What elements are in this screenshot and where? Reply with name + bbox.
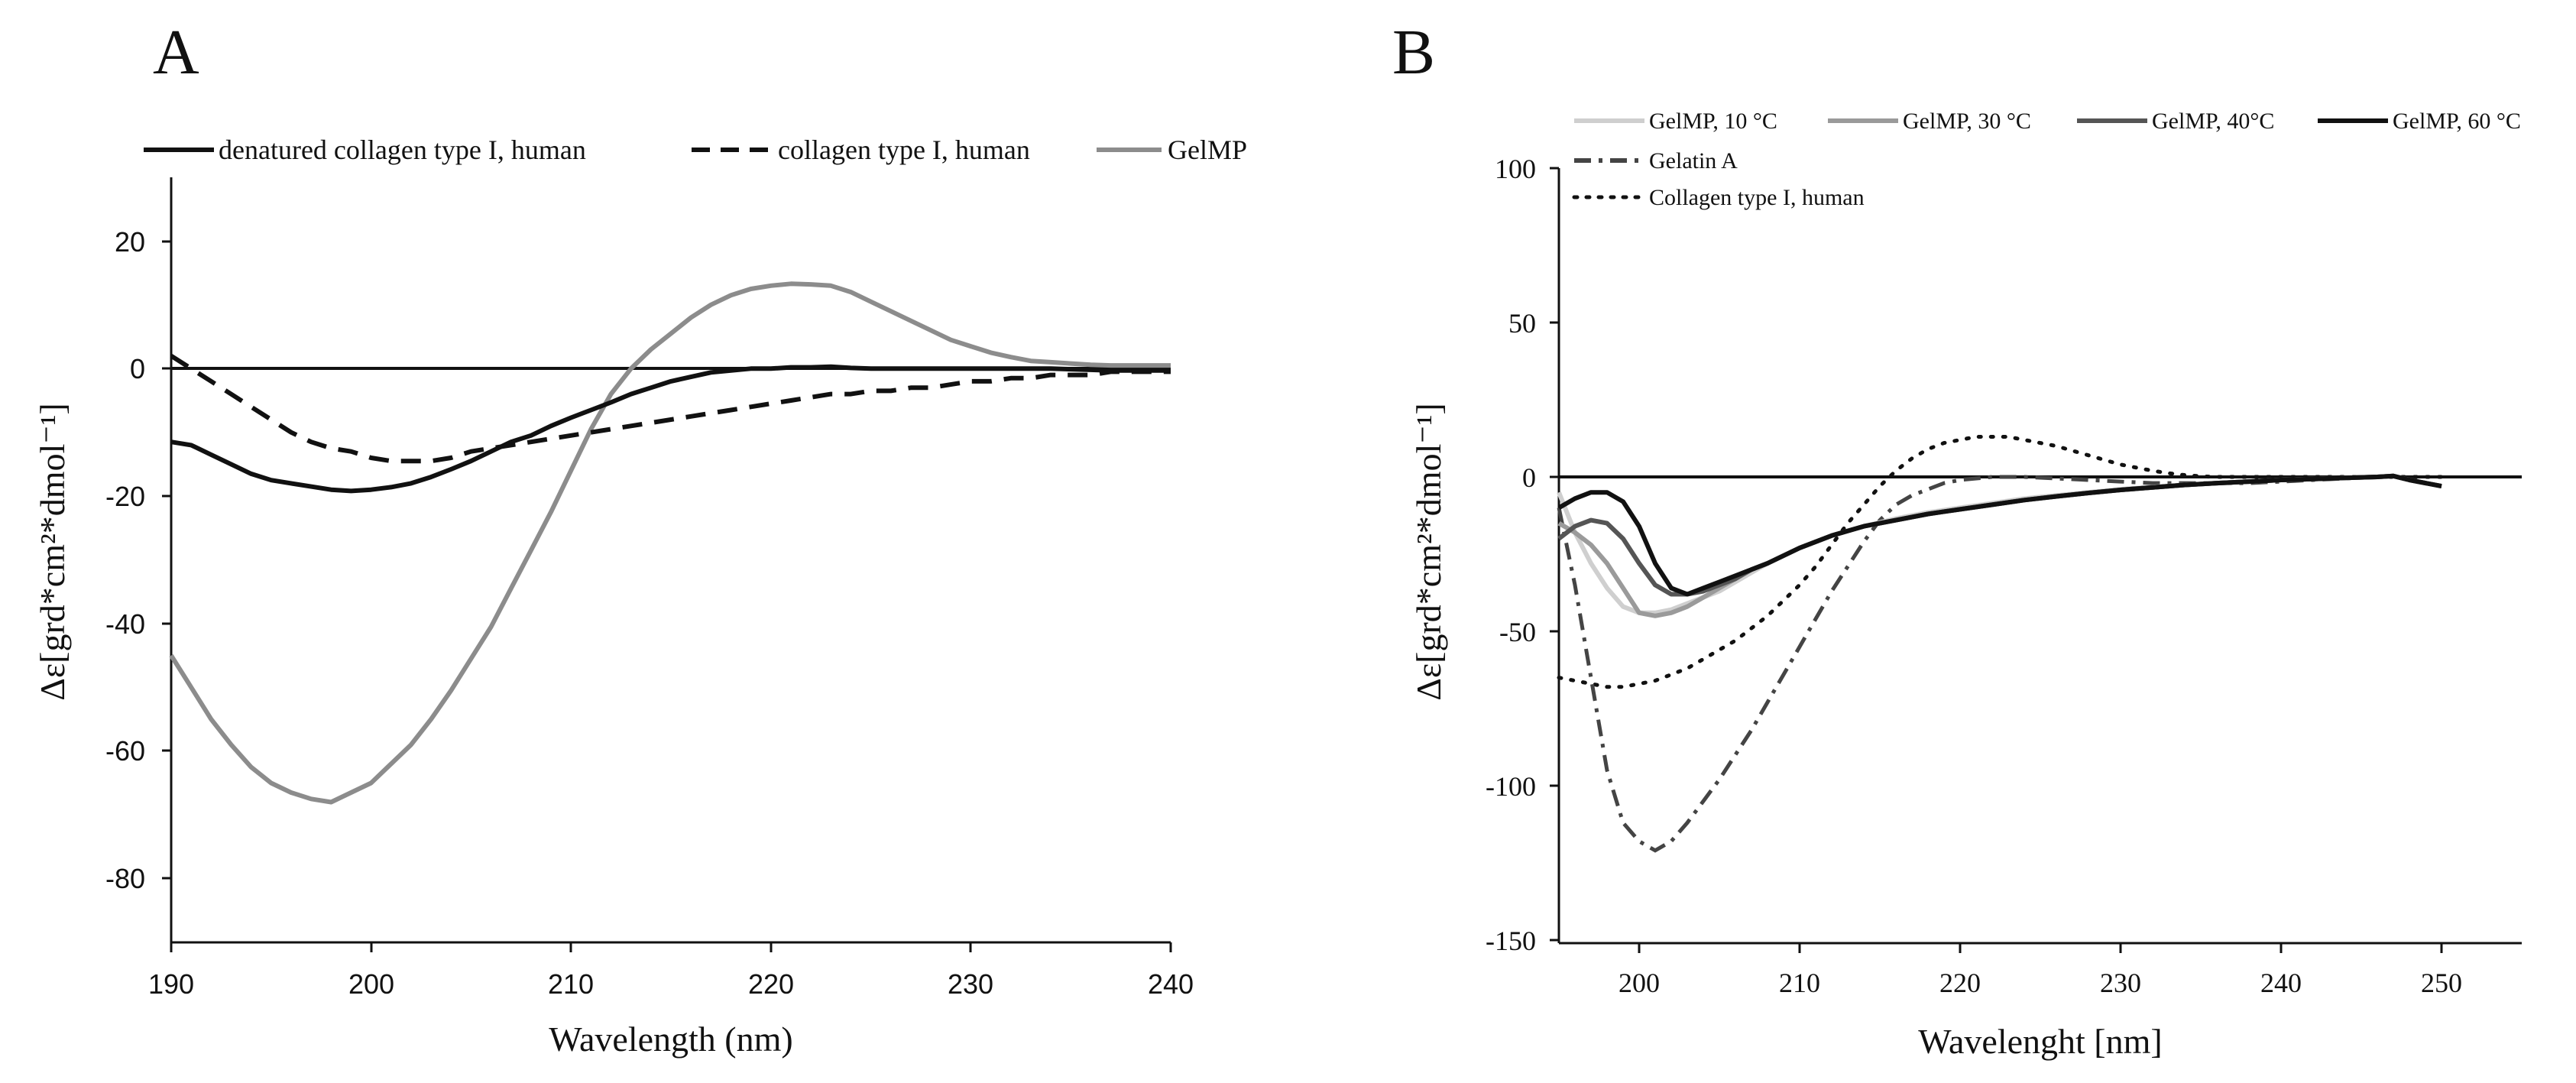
y-tick-label-b-m100: -100: [1486, 771, 1536, 802]
x-tick-label-a-200: 200: [348, 968, 394, 1000]
y-tick-label-a-m40: -40: [105, 608, 145, 640]
panel-b-legend: GelMP, 10 °C GelMP, 30 °C GelMP, 40°C Ge…: [1572, 109, 2521, 210]
y-tick-label-b-50: 50: [1508, 308, 1536, 339]
legend-label-gelmp: GelMP: [1168, 135, 1247, 165]
x-tick-label-a-220: 220: [748, 968, 794, 1000]
y-tick-label-a-m20: -20: [105, 481, 145, 512]
panel-b: B GelMP, 10 °C GelMP, 30 °C GelMP, 40°C …: [1392, 17, 2522, 1061]
panel-a-x-axis-title: Wavelength (nm): [549, 1020, 792, 1059]
panel-b-x-axis-title: Wavelenght [nm]: [1918, 1022, 2162, 1061]
legend-label-gelmp-10: GelMP, 10 °C: [1649, 109, 1777, 134]
y-tick-label-b-m150: -150: [1486, 926, 1536, 956]
y-tick-label-b-m50: -50: [1499, 617, 1536, 647]
y-tick-label-a-20: 20: [115, 226, 145, 258]
panel-a-y-axis-title: Δε[grd*cm²*dmol⁻¹]: [33, 403, 72, 700]
legend-label-gelmp-60: GelMP, 60 °C: [2393, 109, 2521, 134]
series-b-gelmp-40-line: [1557, 473, 2442, 597]
series-a-denatured-collagen-line: [170, 364, 1171, 494]
y-tick-label-b-0: 0: [1522, 462, 1536, 493]
panel-b-letter: B: [1392, 17, 1435, 88]
panel-a-series: [169, 281, 1171, 805]
panel-b-x-ticks: 200 210 220 230 240 250: [1619, 943, 2462, 998]
panel-a-y-ticks: 20 0 -20 -40 -60 -80: [105, 226, 171, 894]
legend-label-collagen-human: Collagen type I, human: [1649, 185, 1865, 210]
series-a-gelmp-line: [169, 281, 1171, 805]
x-tick-label-b-230: 230: [2100, 968, 2141, 998]
series-b-gelmp-60-line: [1557, 473, 2442, 597]
y-tick-label-a-0: 0: [130, 353, 145, 384]
x-tick-label-a-230: 230: [948, 968, 993, 1000]
legend-label-denatured-collagen: denatured collagen type I, human: [219, 135, 586, 165]
panel-b-y-ticks: 100 50 0 -50 -100 -150: [1486, 154, 1559, 956]
legend-label-gelmp-40: GelMP, 40°C: [2152, 109, 2274, 134]
series-a-collagen-line: [170, 354, 1171, 464]
x-tick-label-a-190: 190: [148, 968, 194, 1000]
panel-b-series: [1557, 435, 2444, 853]
panel-a: A denatured collagen type I, human colla…: [33, 17, 1247, 1059]
panel-a-x-ticks: 190 200 210 220 230 240: [148, 942, 1194, 1000]
series-b-gelatin-a-line: [1557, 474, 2442, 853]
x-tick-label-b-220: 220: [1939, 968, 1981, 998]
panel-a-legend: denatured collagen type I, human collage…: [144, 135, 1247, 165]
x-tick-label-a-240: 240: [1148, 968, 1194, 1000]
panel-a-letter: A: [153, 17, 199, 88]
series-b-collagen-human-line: [1557, 435, 2444, 689]
y-tick-label-a-m60: -60: [105, 735, 145, 767]
y-tick-label-a-m80: -80: [105, 863, 145, 894]
y-tick-label-b-100: 100: [1495, 154, 1536, 184]
x-tick-label-b-200: 200: [1619, 968, 1660, 998]
panel-b-y-axis-title: Δε[grd*cm²*dmol⁻¹]: [1409, 403, 1448, 700]
legend-label-collagen: collagen type I, human: [778, 135, 1030, 165]
x-tick-label-b-250: 250: [2421, 968, 2462, 998]
legend-label-gelatin-a: Gelatin A: [1649, 148, 1738, 173]
x-tick-label-a-210: 210: [548, 968, 594, 1000]
x-tick-label-b-240: 240: [2260, 968, 2302, 998]
legend-label-gelmp-30: GelMP, 30 °C: [1903, 109, 2031, 134]
x-tick-label-b-210: 210: [1779, 968, 1820, 998]
